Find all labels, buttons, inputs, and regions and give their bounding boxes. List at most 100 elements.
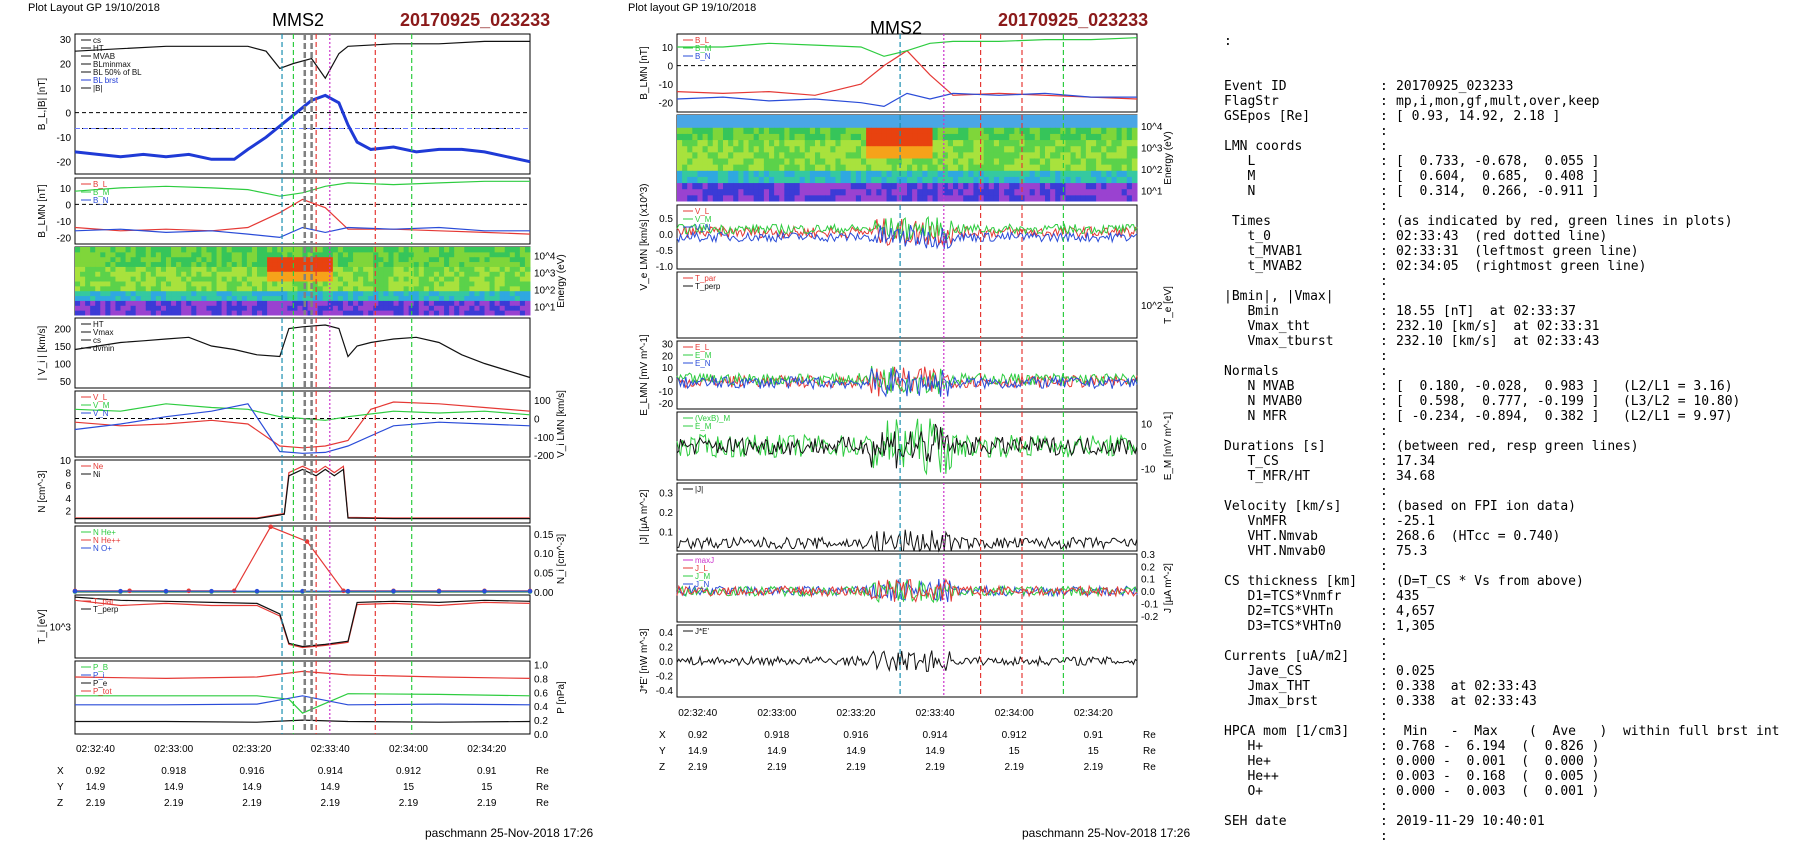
spectrogram-cell — [1034, 139, 1041, 147]
spectrogram-cell — [682, 176, 688, 184]
spectrogram-cell — [140, 271, 147, 277]
spectrogram-cell — [692, 121, 698, 128]
spectrogram-cell — [927, 139, 934, 147]
spectrogram-cell — [881, 133, 888, 141]
spectrogram-cell — [418, 261, 425, 267]
y-axis-label: J*E' [nW m^-3] — [639, 628, 650, 694]
spectrogram-cell — [1085, 194, 1092, 202]
spectrogram-cell — [504, 310, 511, 316]
spectrogram-cell — [1055, 164, 1061, 171]
y-tick-label: 0.1 — [659, 528, 673, 539]
spectrogram-cell — [449, 305, 455, 311]
spectrogram-cell — [297, 247, 303, 253]
spectrogram-cell — [428, 256, 435, 263]
spectrogram-cell — [993, 133, 1000, 141]
spectrogram-cell — [494, 290, 501, 297]
spectrogram-cell — [267, 261, 273, 267]
spectrogram-cell — [779, 151, 785, 159]
spectrogram-cell — [433, 281, 440, 287]
spectrogram-cell — [464, 271, 470, 277]
spectrogram-cell — [524, 251, 531, 258]
spectrogram-cell — [1034, 158, 1041, 165]
y-tick-label: -200 — [534, 451, 554, 462]
spectrogram-cell — [712, 115, 719, 122]
spectrogram-cell — [383, 310, 389, 316]
spectrogram-cell — [398, 261, 405, 267]
spectrogram-cell — [373, 285, 379, 292]
spectrogram-cell — [287, 266, 293, 272]
spectrogram-cell — [794, 158, 801, 165]
spectrogram-cell — [489, 251, 496, 258]
spectrogram-cell — [403, 285, 410, 292]
spectrogram-cell — [312, 276, 319, 282]
spectrogram-cell — [90, 256, 96, 263]
figure1-probe-title: MMS2 — [272, 10, 325, 30]
spectrogram-cell — [454, 290, 460, 297]
spectrogram-cell — [90, 295, 96, 301]
spectrogram-cell — [717, 194, 724, 202]
spectrogram-cell — [1024, 115, 1031, 122]
spectrogram-cell — [702, 176, 709, 184]
spectrogram-cell — [1029, 158, 1036, 165]
annotation-row: : — [1224, 709, 1794, 724]
spectrogram-cell — [332, 281, 339, 287]
spectrogram-cell — [1004, 194, 1010, 202]
series-line — [74, 324, 531, 379]
spectrogram-cell — [999, 133, 1005, 141]
spectrogram-cell — [287, 261, 293, 267]
spectrogram-cell — [413, 261, 420, 267]
y-tick-label: 0 — [667, 375, 673, 386]
spectrogram-cell — [393, 247, 400, 253]
spectrogram-cell — [682, 133, 688, 141]
coord-value: 15 — [1088, 746, 1100, 757]
spectrogram-cell — [1070, 145, 1077, 153]
spectrogram-cell — [236, 251, 243, 258]
spectrogram-cell — [231, 271, 238, 277]
spectrogram-cell — [150, 251, 157, 258]
y-axis-label: B_L,|B| [nT] — [37, 78, 48, 131]
spectrogram-cell — [794, 139, 801, 147]
spectrogram-cell — [216, 295, 223, 301]
spectrogram-cell — [835, 151, 842, 159]
spectrogram-cell — [988, 151, 995, 159]
spectrogram-cell — [211, 247, 218, 253]
legend-entry: V_N — [695, 223, 711, 232]
spectrogram-cell — [733, 139, 739, 147]
spectrogram-cell — [75, 266, 81, 272]
spectrogram-cell — [789, 121, 796, 128]
spectrogram-cell — [342, 285, 349, 292]
data-point — [482, 588, 487, 594]
spectrogram-cell — [181, 276, 187, 282]
spectrogram-cell — [403, 247, 410, 253]
coord-value: 14.9 — [767, 746, 787, 757]
spectrogram-cell — [155, 256, 162, 263]
y-tick-label: 2 — [65, 506, 71, 517]
spectrogram-cell — [297, 271, 303, 277]
spectrogram-cell — [393, 251, 400, 258]
spectrogram-cell — [317, 305, 324, 311]
spectrogram-cell — [75, 300, 81, 306]
spectrogram-cell — [403, 305, 410, 311]
coord-value: 14.9 — [846, 746, 866, 757]
spectrogram-cell — [743, 158, 750, 165]
spectrogram-cell — [815, 121, 821, 128]
spectrogram-cell — [717, 188, 724, 196]
spectrogram-cell — [753, 194, 760, 202]
coord-axis-name: Z — [659, 762, 665, 773]
spectrogram-cell — [373, 251, 379, 258]
spectrogram-cell — [444, 285, 450, 292]
spectrogram-cell — [125, 300, 132, 306]
spectrogram-cell — [181, 281, 187, 287]
annotation-value: 20170925_023233 — [1396, 79, 1514, 94]
annotation-row: He++:0.003 - 0.168 ( 0.005 ) — [1224, 769, 1794, 784]
spectrogram-cell — [519, 266, 526, 272]
coord-unit: Re — [1143, 746, 1156, 757]
spectrogram-cell — [312, 305, 319, 311]
spectrogram-cell — [155, 281, 162, 287]
spectrogram-cell — [373, 281, 379, 287]
spectrogram-cell — [226, 256, 233, 263]
spectrogram-cell — [373, 310, 379, 316]
spectrogram-cell — [723, 145, 729, 153]
spectrogram-cell — [514, 271, 521, 277]
spectrogram-cell — [968, 188, 974, 196]
